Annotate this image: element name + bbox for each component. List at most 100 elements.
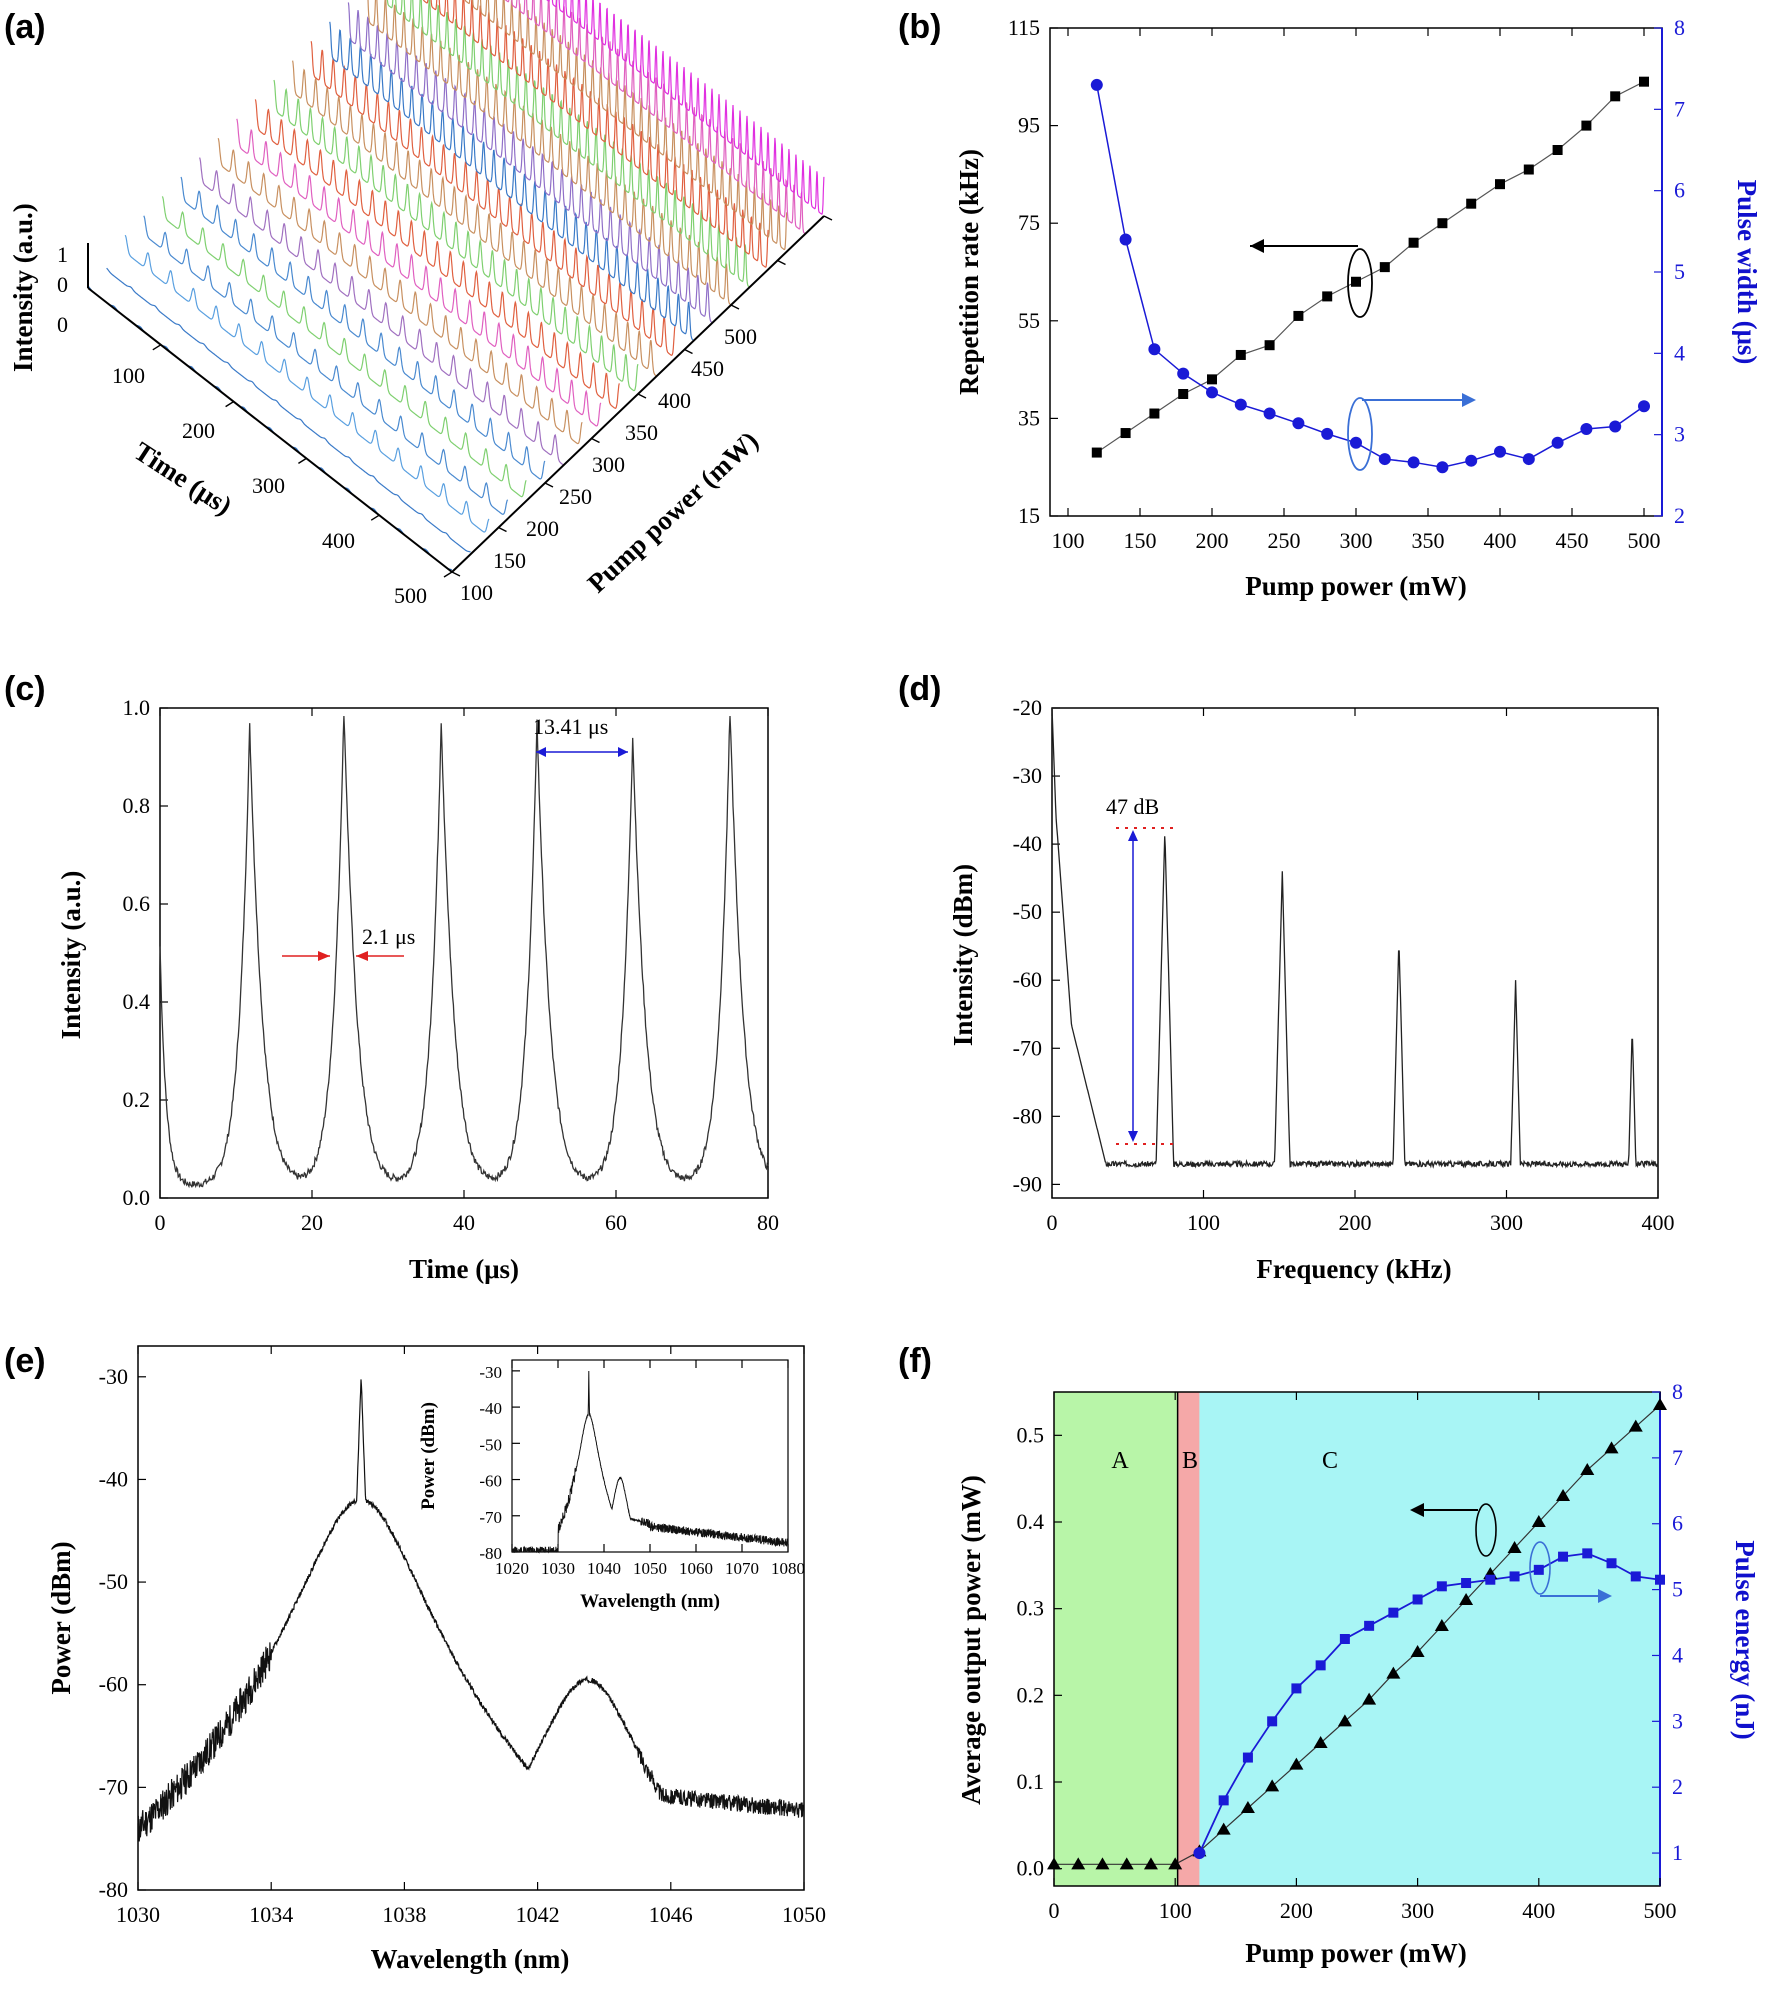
e-y-tick-label: -30	[99, 1364, 128, 1389]
f-region-a	[1054, 1392, 1178, 1886]
a-pulse-train	[546, 0, 825, 215]
b-left-arrowhead	[1250, 239, 1264, 253]
e-inset-y-title: Power (dBm)	[418, 1402, 439, 1510]
b-pulse-width-point	[1321, 427, 1334, 440]
c-ticks: 0 20 40 60 80 0.0 0.2 0.4 0.6 0.8 1.0	[123, 695, 780, 1235]
panel-label-f: (f)	[898, 1342, 932, 1380]
a-pulse-train	[347, 2, 713, 324]
f-yr-tick-label: 2	[1672, 1774, 1683, 1799]
a-power-tick: 150	[493, 548, 526, 573]
a-power-tick-mark	[451, 571, 461, 577]
e-y-axis-title: Power (dBm)	[46, 1541, 76, 1694]
b-black-ellipse	[1347, 248, 1373, 318]
f-pulse-energy-point	[1558, 1551, 1569, 1562]
e-inset-x-tick-label: 1050	[633, 1559, 667, 1578]
a-pulse-train	[217, 138, 583, 445]
a-time-tick: 200	[182, 418, 215, 443]
d-x-tick-label: 100	[1187, 1210, 1220, 1235]
d-x-tick-label: 300	[1490, 1210, 1523, 1235]
f-pulse-energy-point	[1606, 1558, 1617, 1569]
e-inset-frame	[511, 1359, 789, 1553]
d-y-tick-label: -70	[1013, 1035, 1042, 1060]
b-pulse-width-point	[1119, 233, 1132, 246]
f-yl-tick-label: 0.2	[1017, 1682, 1045, 1707]
a-pulse-train	[310, 41, 676, 356]
f-x-tick-label: 400	[1522, 1898, 1555, 1923]
a-pulse-train	[254, 99, 620, 409]
b-pulse-width-point	[1551, 436, 1564, 449]
e-inset-x-tick-label: 1040	[587, 1559, 621, 1578]
f-yl-tick-label: 0.4	[1017, 1509, 1045, 1534]
a-power-tick-mark	[730, 304, 740, 310]
e-spectrum-trace	[137, 1379, 805, 1842]
b-pulse-width-point	[1177, 367, 1190, 380]
c-y-tick-label: 0.0	[123, 1185, 151, 1210]
d-x-tick-label: 0	[1047, 1210, 1058, 1235]
e-inset-ticks: 1020 1030 1040 1050 1060 1070 1080 -80 -70 -60 -50…	[479, 1360, 805, 1578]
b-yl-tick-label: 95	[1018, 113, 1040, 138]
b-pulse-width-point	[1148, 343, 1161, 356]
f-yr-tick-label: 4	[1672, 1642, 1683, 1667]
panel-f: (f) 0 100 200 300 400 500 0.0 0.1 0.2 0.3 0.4 0.5 1 2…	[898, 1342, 1760, 1968]
b-pulse-width-point	[1378, 453, 1391, 466]
b-ticks: 100 150 200 250 300 350 400 450 5001535557595115…	[1008, 15, 1685, 553]
f-output-power-point	[1337, 1714, 1352, 1727]
d-spectrum-trace	[1051, 707, 1659, 1169]
b-pulse-width-point	[1090, 78, 1103, 91]
e-x-tick-label: 1042	[516, 1902, 560, 1927]
e-x-tick-label: 1038	[382, 1902, 426, 1927]
d-x-tick-label: 200	[1339, 1210, 1372, 1235]
f-region-b	[1177, 1392, 1200, 1886]
b-yl-tick-label: 15	[1018, 503, 1040, 528]
e-inset-y-tick-label: -50	[479, 1435, 502, 1454]
b-rep-rate-point	[1523, 164, 1534, 175]
f-output-power-point	[1604, 1441, 1619, 1454]
f-x-tick-label: 200	[1280, 1898, 1313, 1923]
a-pulse-train	[124, 234, 490, 533]
e-inset: 1020 1030 1040 1050 1060 1070 1080 -80 -70 -60 -50…	[418, 1359, 805, 1612]
b-yr-tick-label: 4	[1674, 340, 1685, 365]
b-pulse-width-point	[1609, 420, 1622, 433]
f-pulse-energy-point	[1218, 1795, 1229, 1806]
a-zlabel-0a: 0	[57, 272, 68, 297]
f-output-power-point	[1143, 1857, 1158, 1870]
b-right-arrowhead	[1462, 393, 1476, 407]
f-pulse-energy-point	[1315, 1660, 1326, 1671]
b-x-tick-label: 100	[1052, 528, 1085, 553]
c-x-tick-label: 40	[453, 1210, 475, 1235]
d-y-tick-label: -80	[1013, 1103, 1042, 1128]
f-output-power-point	[1119, 1857, 1134, 1870]
f-yr-tick-label: 6	[1672, 1511, 1683, 1536]
f-output-power-point	[1531, 1515, 1546, 1527]
a-power-tick: 300	[592, 452, 625, 477]
f-output-power-point	[1168, 1857, 1183, 1870]
a-z-axis-title: Intensity (a.u.)	[8, 203, 38, 372]
a-pulse-train	[199, 157, 564, 466]
f-pulse-energy-point	[1485, 1574, 1496, 1585]
c-x-tick-label: 60	[605, 1210, 627, 1235]
d-x-axis-title: Frequency (kHz)	[1256, 1254, 1451, 1284]
f-x-axis-title: Pump power (mW)	[1245, 1938, 1466, 1968]
e-x-tick-label: 1046	[649, 1902, 693, 1927]
f-pulse-energy-point	[1533, 1564, 1544, 1575]
b-yl-tick-label: 35	[1018, 405, 1040, 430]
f-right-arrowhead	[1598, 1589, 1612, 1603]
f-x-tick-label: 0	[1049, 1898, 1060, 1923]
f-yl-tick-label: 0.1	[1017, 1769, 1045, 1794]
f-output-power-point	[1459, 1593, 1474, 1605]
f-output-power-point	[1434, 1619, 1449, 1631]
panel-c: (c) 0 20 40 60 80 0.0 0.2 0.4 0.6 0.8 1.0 Time (μs…	[4, 670, 779, 1284]
b-rep-rate-point	[1379, 262, 1390, 273]
f-output-power-point	[1095, 1857, 1110, 1870]
a-pulse-train	[143, 215, 509, 515]
a-pulse-train	[161, 196, 527, 498]
f-pulse-energy-point	[1509, 1571, 1520, 1582]
b-rep-rate-point	[1207, 374, 1217, 385]
e-y-tick-label: -80	[99, 1877, 128, 1902]
d-y-tick-label: -40	[1013, 831, 1042, 856]
a-pulse-train	[273, 79, 639, 392]
c-x-axis-title: Time (μs)	[409, 1254, 519, 1284]
b-rep-rate-point	[1293, 310, 1304, 321]
f-region-c-label: C	[1322, 1448, 1338, 1474]
